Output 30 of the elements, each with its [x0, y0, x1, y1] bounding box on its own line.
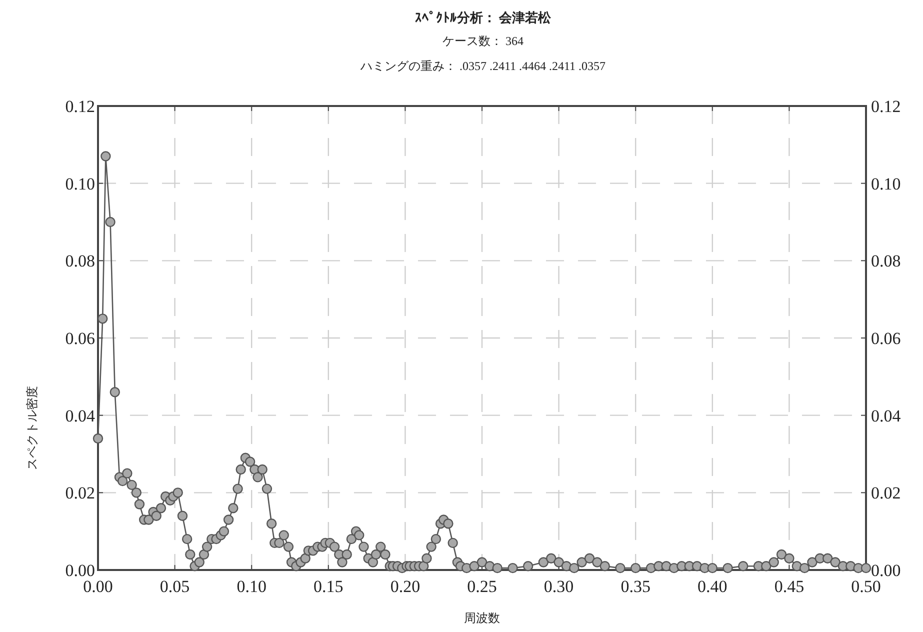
x-tick-label: 0.45	[774, 577, 804, 596]
x-axis-title: 周波数	[464, 611, 500, 625]
x-tick-label: 0.50	[851, 577, 881, 596]
title: ｽﾍﾟｸﾄﾙ分析： 会津若松	[414, 10, 552, 25]
x-tick-label: 0.25	[467, 577, 497, 596]
x-tick-label: 0.05	[160, 577, 190, 596]
x-tick-label: 0.00	[83, 577, 113, 596]
y2-tick-label: 0.08	[871, 252, 901, 271]
x-tick-label: 0.10	[236, 577, 266, 596]
y-axis-title: スペクトル密度	[25, 386, 39, 470]
y-tick-label: 0.06	[65, 329, 95, 348]
subtitle: ケース数： 364	[442, 34, 524, 48]
y-tick-label: 0.10	[65, 174, 95, 194]
x-tick-label: 0.40	[698, 577, 728, 596]
y2-tick-label: 0.04	[871, 406, 902, 426]
y2-tick-label: 0.10	[871, 174, 901, 194]
y-tick-label: 0.12	[65, 97, 95, 116]
x-tick-label: 0.15	[314, 577, 344, 596]
x-tick-label: 0.20	[390, 577, 420, 596]
y-tick-label: 0.04	[65, 406, 96, 426]
y-tick-label: 0.00	[65, 561, 95, 580]
y2-tick-label: 0.02	[871, 484, 901, 503]
y-tick-label: 0.08	[65, 252, 95, 271]
x-tick-label: 0.35	[620, 577, 650, 596]
x-tick-label: 0.30	[544, 577, 574, 596]
y2-tick-label: 0.00	[871, 561, 901, 580]
y2-tick-label: 0.06	[871, 329, 901, 348]
y2-tick-label: 0.12	[871, 97, 901, 116]
y-tick-label: 0.02	[65, 484, 95, 503]
annotation: ハミングの重み： .0357 .2411 .4464 .2411 .0357	[360, 59, 606, 73]
